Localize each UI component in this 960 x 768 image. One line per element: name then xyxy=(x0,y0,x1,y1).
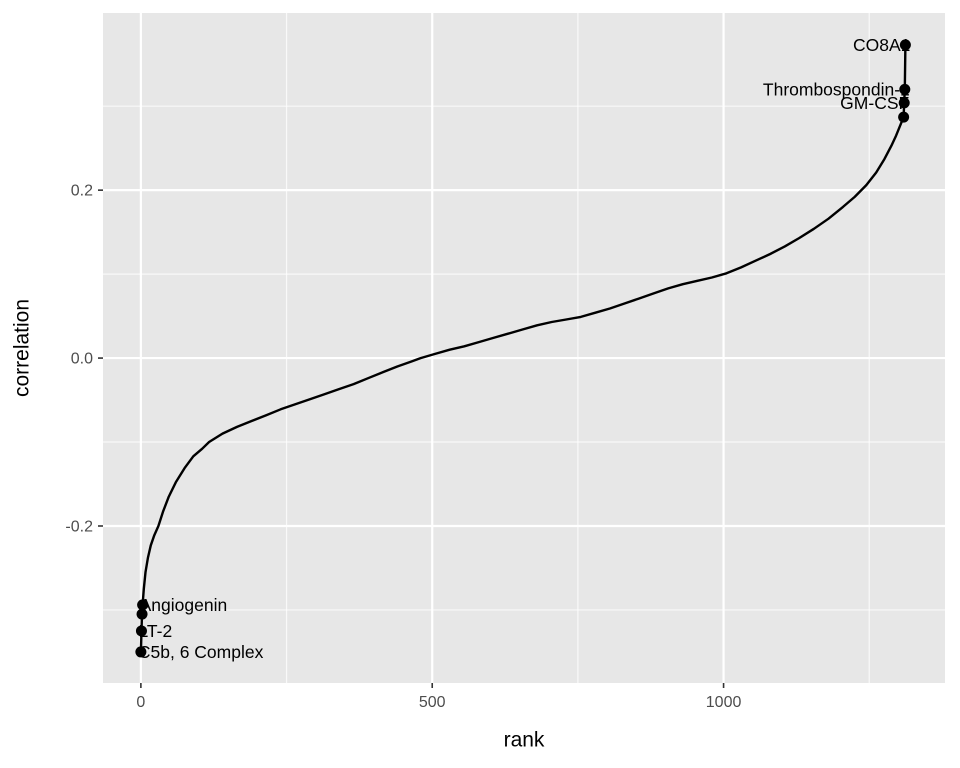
x-tick-label: 1000 xyxy=(706,694,742,711)
x-tick-label: 0 xyxy=(136,694,145,711)
x-axis-title: rank xyxy=(503,728,545,752)
highlight-point xyxy=(898,111,910,123)
point-label: LT-2 xyxy=(138,621,172,641)
point-label: Angiogenin xyxy=(140,595,228,615)
highlight-point xyxy=(135,646,147,658)
point-label: Thrombospondin-1 xyxy=(763,79,910,99)
point-label: CO8A1 xyxy=(853,35,910,55)
point-label: C5b, 6 Complex xyxy=(138,642,264,662)
x-tick-label: 500 xyxy=(419,694,446,711)
y-tick-label: -0.2 xyxy=(65,518,93,535)
y-tick-label: 0.0 xyxy=(71,351,93,368)
correlation-curve xyxy=(139,43,907,654)
highlight-point xyxy=(136,608,148,620)
highlight-point xyxy=(899,39,911,51)
y-tick-label: 0.2 xyxy=(71,183,93,200)
plot-panel xyxy=(103,13,945,683)
point-label: GM-CSF xyxy=(840,93,909,113)
highlight-point xyxy=(899,83,911,95)
highlight-point xyxy=(898,97,910,109)
highlight-point xyxy=(137,599,149,611)
highlight-point xyxy=(135,625,147,637)
y-axis-title: correlation xyxy=(10,298,34,398)
